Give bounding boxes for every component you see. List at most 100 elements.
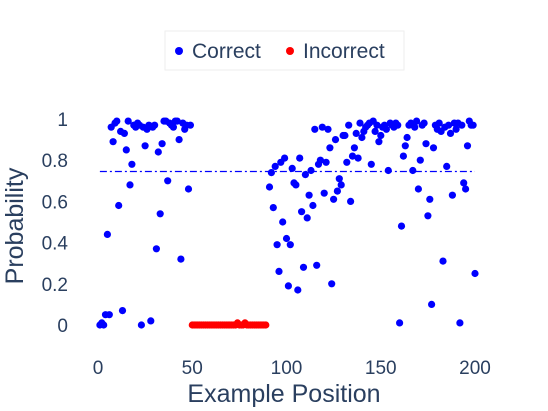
data-point-correct: [109, 138, 117, 146]
data-point-correct: [311, 125, 319, 133]
data-point-correct: [416, 156, 424, 164]
data-point-correct: [305, 191, 313, 199]
data-point-correct: [426, 195, 434, 203]
legend-marker-correct: [175, 47, 183, 55]
x-axis-title: Example Position: [187, 380, 380, 408]
data-point-correct: [275, 267, 283, 275]
data-point-correct: [279, 218, 287, 226]
x-tick-label: 50: [182, 358, 203, 379]
data-point-correct: [309, 201, 317, 210]
data-point-correct: [446, 129, 455, 137]
data-point-correct: [301, 171, 309, 179]
data-point-correct: [456, 319, 464, 327]
data-point-correct: [137, 321, 145, 329]
data-point-incorrect: [262, 321, 270, 329]
data-point-correct: [273, 241, 281, 249]
x-axis-ticks: 0 50 100 150 200: [93, 358, 491, 379]
data-point-correct: [298, 208, 306, 216]
data-point-correct: [122, 146, 130, 154]
data-point-correct: [384, 166, 392, 175]
data-point-correct: [184, 185, 193, 193]
data-point-correct: [463, 142, 472, 150]
data-point-correct: [335, 175, 343, 183]
data-point-correct: [326, 144, 334, 152]
y-tick-label: 0.2: [42, 275, 68, 296]
data-point-correct: [322, 158, 330, 166]
data-point-correct: [330, 195, 338, 203]
data-point-correct: [354, 154, 362, 162]
data-point-correct: [382, 125, 390, 133]
data-point-correct: [343, 158, 351, 166]
data-point-correct: [324, 125, 332, 133]
data-point-correct: [414, 185, 422, 193]
data-point-correct: [409, 166, 417, 175]
data-point-correct: [269, 204, 277, 212]
data-point-correct: [371, 127, 379, 135]
data-point-correct: [348, 152, 357, 160]
data-point-correct: [288, 164, 296, 172]
data-point-correct: [328, 280, 336, 288]
data-point-correct: [169, 123, 177, 131]
data-point-correct: [282, 234, 291, 243]
data-point-correct: [352, 129, 360, 137]
data-point-correct: [443, 162, 451, 170]
data-point-correct: [284, 282, 292, 290]
data-point-correct: [164, 177, 172, 185]
data-point-correct: [399, 152, 407, 160]
data-point-correct: [420, 119, 428, 127]
data-point-correct: [397, 222, 406, 230]
data-point-correct: [350, 144, 358, 152]
data-point-correct: [115, 201, 123, 210]
data-point-correct: [403, 133, 411, 142]
data-point-correct: [316, 156, 324, 164]
y-tick-label: 0.6: [42, 192, 68, 213]
data-point-correct: [175, 136, 183, 144]
data-point-correct: [458, 121, 466, 129]
data-point-correct: [471, 269, 479, 278]
data-point-correct: [411, 123, 419, 131]
data-point-correct: [377, 131, 385, 140]
data-point-correct: [299, 263, 308, 271]
data-point-correct: [286, 241, 294, 249]
legend-marker-incorrect: [286, 47, 294, 55]
data-point-correct: [469, 121, 477, 129]
data-point-correct: [152, 245, 160, 253]
legend-box: [164, 30, 405, 71]
legend[interactable]: Correct Incorrect: [164, 30, 405, 71]
data-point-correct: [333, 187, 341, 195]
data-point-correct: [307, 166, 315, 175]
data-point-correct: [294, 286, 302, 294]
data-point-correct: [341, 131, 349, 140]
data-point-correct: [331, 136, 340, 144]
data-point-correct: [128, 160, 136, 168]
y-tick-label: 0.4: [42, 234, 69, 255]
data-point-correct: [124, 117, 132, 125]
series-correct: [96, 117, 479, 329]
data-point-correct: [313, 261, 321, 269]
data-point-correct: [428, 300, 436, 308]
data-point-correct: [120, 129, 128, 137]
data-point-correct: [373, 121, 381, 129]
y-tick-label: 1: [57, 110, 68, 131]
data-point-correct: [103, 230, 111, 238]
data-point-correct: [292, 181, 300, 189]
data-point-correct: [337, 181, 345, 189]
data-point-correct: [429, 144, 438, 152]
data-point-correct: [367, 160, 375, 168]
x-tick-label: 150: [365, 358, 397, 379]
data-point-correct: [358, 133, 366, 142]
data-point-correct: [424, 212, 432, 220]
data-point-correct: [435, 119, 443, 127]
data-point-correct: [158, 140, 166, 148]
data-point-correct: [141, 142, 149, 150]
data-point-correct: [356, 119, 364, 127]
data-point-correct: [147, 317, 155, 325]
data-point-correct: [265, 183, 274, 191]
data-point-correct: [401, 142, 409, 150]
data-point-correct: [375, 138, 383, 146]
x-tick-label: 100: [271, 358, 303, 379]
data-point-correct: [347, 197, 355, 205]
series-incorrect: [188, 319, 270, 329]
data-point-correct: [271, 162, 279, 170]
